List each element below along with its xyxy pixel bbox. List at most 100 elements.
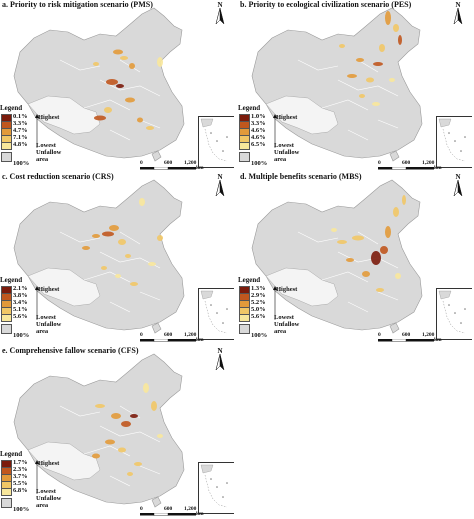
fallow-hotspot xyxy=(372,102,380,106)
legend-swatch xyxy=(1,314,12,322)
fallow-hotspot xyxy=(347,74,357,78)
fallow-hotspot xyxy=(385,226,391,238)
legend-unfallow-percentage: 100% xyxy=(251,332,268,339)
legend-unfallow-swatch xyxy=(1,152,12,162)
legend-percentage: 4.7% xyxy=(13,127,28,134)
fallow-hotspot xyxy=(380,246,388,254)
scale-tick-label: 0 xyxy=(378,332,381,338)
fallow-hotspot xyxy=(379,44,385,52)
fallow-hotspot xyxy=(95,404,105,408)
legend-percentage: 4.8% xyxy=(13,141,28,148)
legend-percentage: 6.5% xyxy=(251,141,266,148)
legend-title: Legend xyxy=(0,450,23,458)
scale-unit: km xyxy=(434,165,442,170)
north-label: N xyxy=(455,1,461,9)
legend-lowest: Lowest xyxy=(36,314,56,321)
fallow-hotspot xyxy=(125,97,135,103)
legend-percentage: 5.5% xyxy=(13,480,28,487)
panel-c: c. Cost reduction scenario (CRS) N Legen… xyxy=(0,172,234,342)
legend-percentage: 5.0% xyxy=(251,306,266,313)
legend-percentage: 6.8% xyxy=(13,487,28,494)
scale-unit: km xyxy=(196,337,204,342)
fallow-hotspot xyxy=(398,35,402,45)
north-label: N xyxy=(217,173,223,181)
fallow-hotspot xyxy=(137,117,143,123)
scale-tick-label: 1,200 xyxy=(422,332,435,338)
fallow-hotspot xyxy=(157,434,163,438)
north-arrow: N xyxy=(213,173,227,200)
fallow-hotspot xyxy=(346,258,354,262)
north-label: N xyxy=(217,347,223,355)
fallow-hotspot xyxy=(385,11,391,25)
fallow-hotspot xyxy=(373,62,383,66)
north-label: N xyxy=(217,1,223,9)
fallow-hotspot xyxy=(366,77,374,83)
fallow-hotspot xyxy=(139,198,145,206)
panel-title: b. Priority to ecological civilization s… xyxy=(240,0,412,9)
fallow-hotspot xyxy=(331,228,337,232)
fallow-hotspot xyxy=(102,231,114,237)
legend-unfallow-swatch xyxy=(1,498,12,508)
legend-percentage: 0.1% xyxy=(13,113,28,120)
legend-unfallow-percentage: 100% xyxy=(13,160,30,167)
legend-title: Legend xyxy=(0,276,23,284)
legend-percentage: 3.3% xyxy=(13,120,28,127)
scale-unit: km xyxy=(196,511,204,516)
legend: Legend 2.1% 3.8% 3.4% 5.1% 5.6% Highest Lowest U… xyxy=(0,276,70,339)
fallow-hotspot xyxy=(157,235,163,241)
legend-percentage: 3.4% xyxy=(13,299,28,306)
panel-e: e. Comprehensive fallow scenario (CFS) N… xyxy=(0,346,234,516)
scale-bar-graphic xyxy=(140,167,196,170)
north-arrow: N xyxy=(451,1,465,28)
gradient-arrow-icon xyxy=(273,286,277,320)
fallow-hotspot xyxy=(82,246,90,250)
china-map xyxy=(13,353,185,508)
fallow-hotspot xyxy=(118,239,126,245)
legend-unfallow-swatch xyxy=(239,152,250,162)
fallow-hotspot xyxy=(92,234,100,238)
legend-percentage: 1.0% xyxy=(251,113,266,120)
fallow-hotspot xyxy=(129,63,135,69)
legend-lowest: Lowest xyxy=(36,488,56,495)
legend-unfallow-label: Unfallow area xyxy=(36,495,62,509)
legend: Legend 1.7% 2.3% 3.7% 5.5% 6.8% Highest Lowest U… xyxy=(0,450,70,513)
scale-unit: km xyxy=(196,165,204,170)
gradient-arrow-icon xyxy=(35,114,39,148)
fallow-hotspot xyxy=(146,126,154,130)
fallow-hotspot xyxy=(402,195,406,205)
panel-d: d. Multiple benefits scenario (MBS) N Le… xyxy=(238,172,472,342)
legend-unfallow-label: Unfallow area xyxy=(274,321,300,335)
legend-percentage: 3.8% xyxy=(13,292,28,299)
fallow-hotspot xyxy=(157,57,163,67)
fallow-hotspot xyxy=(134,462,142,466)
fallow-hotspot xyxy=(92,453,100,459)
fallow-hotspot xyxy=(143,383,149,393)
legend-percentage: 4.6% xyxy=(251,134,266,141)
legend-swatch xyxy=(1,488,12,496)
china-map xyxy=(251,7,423,162)
legend-swatch xyxy=(239,314,250,322)
legend-highest: Highest xyxy=(276,286,298,293)
fallow-hotspot xyxy=(120,56,128,60)
legend-unfallow-label: Unfallow area xyxy=(36,149,62,163)
legend: Legend 1.3% 2.9% 5.2% 5.0% 5.6% Highest Lowest U… xyxy=(238,276,308,339)
legend-percentage: 7.1% xyxy=(13,134,28,141)
scale-tick-label: 0 xyxy=(378,160,381,166)
scale-bar-graphic xyxy=(140,513,196,516)
china-map xyxy=(251,179,423,334)
panel-b: b. Priority to ecological civilization s… xyxy=(238,0,472,170)
panel-a: a. Priority to risk mitigation scenario … xyxy=(0,0,234,170)
legend-percentage: 3.7% xyxy=(13,473,28,480)
fallow-hotspot xyxy=(395,273,401,279)
legend-percentage: 5.6% xyxy=(13,313,28,320)
legend-percentage: 3.3% xyxy=(251,120,266,127)
legend: Legend 1.0% 3.3% 4.6% 4.6% 6.5% Highest Lowest U… xyxy=(238,104,308,167)
scale-tick-label: 600 xyxy=(402,332,411,338)
gradient-arrow-icon xyxy=(273,114,277,148)
legend-title: Legend xyxy=(238,104,261,112)
legend-percentage: 5.6% xyxy=(251,313,266,320)
legend-percentage: 5.2% xyxy=(251,299,266,306)
scale-bar-graphic xyxy=(378,167,434,170)
scale-tick-label: 600 xyxy=(164,332,173,338)
south-china-sea-inset xyxy=(436,288,472,340)
